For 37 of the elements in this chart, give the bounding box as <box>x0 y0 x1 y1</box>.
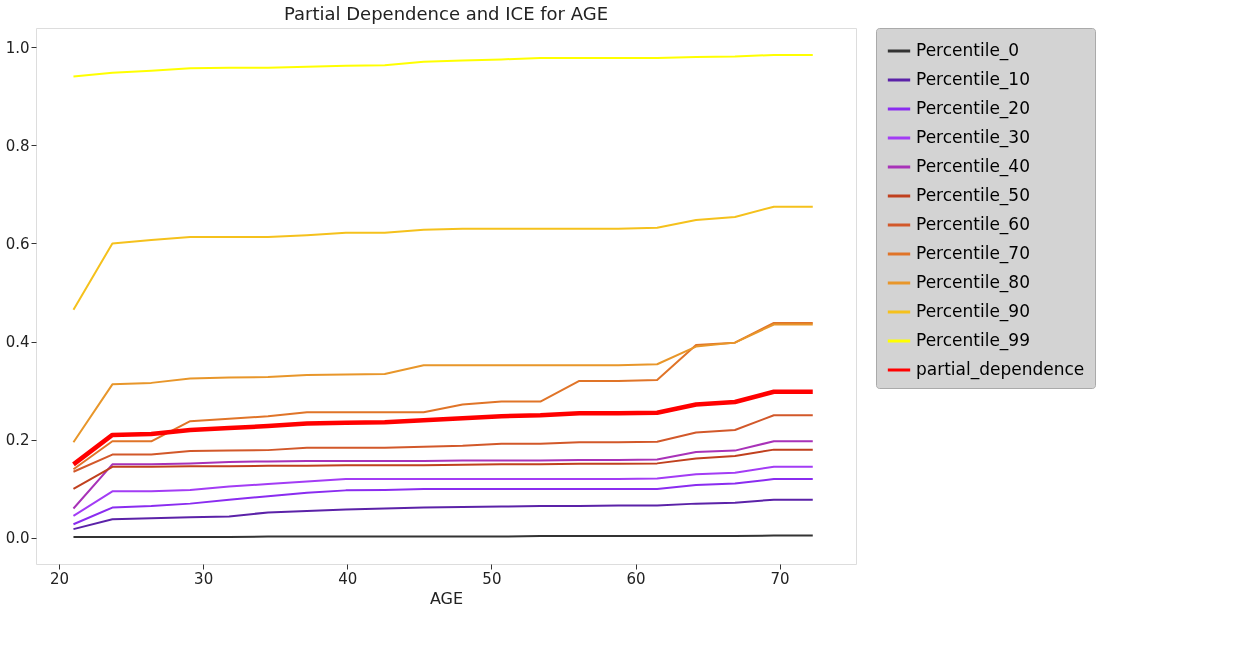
y-tick-label: 0.0 <box>5 529 30 548</box>
y-tick-label: 0.6 <box>5 234 30 253</box>
legend-label: Percentile_40 <box>916 156 1031 177</box>
legend-label: Percentile_0 <box>916 40 1020 61</box>
legend-label: Percentile_50 <box>916 185 1031 206</box>
x-tick-label: 20 <box>50 569 70 588</box>
line-series <box>72 205 814 311</box>
chart-title: Partial Dependence and ICE for AGE <box>283 2 609 24</box>
line-series <box>72 54 814 78</box>
legend-label: partial_dependence <box>916 359 1085 380</box>
x-tick-label: 70 <box>770 569 790 588</box>
legend-label: Percentile_70 <box>916 243 1031 264</box>
legend-label: Percentile_30 <box>916 127 1031 148</box>
y-tick-label: 1.0 <box>5 38 30 57</box>
legend-label: Percentile_99 <box>916 330 1031 351</box>
legend-label: Percentile_20 <box>916 98 1031 119</box>
line-series <box>72 465 814 517</box>
x-tick-label: 30 <box>194 569 214 588</box>
x-tick-label: 50 <box>482 569 502 588</box>
x-tick-label: 40 <box>338 569 358 588</box>
line-series <box>72 478 814 526</box>
line-series <box>72 448 814 490</box>
y-tick-label: 0.8 <box>5 136 30 155</box>
line-series <box>72 414 814 473</box>
y-tick-label: 0.2 <box>5 431 30 450</box>
legend-label: Percentile_60 <box>916 214 1031 235</box>
y-tick-label: 0.4 <box>5 333 30 352</box>
line-series <box>71 389 816 467</box>
x-tick-label: 60 <box>626 569 646 588</box>
line-series <box>72 323 814 444</box>
line-series <box>72 322 814 471</box>
legend-label: Percentile_80 <box>916 272 1031 293</box>
line-series <box>72 440 814 510</box>
x-axis-title: AGE <box>429 588 464 608</box>
legend-label: Percentile_10 <box>916 69 1031 90</box>
line-series <box>72 498 814 531</box>
legend-label: Percentile_90 <box>916 301 1031 322</box>
